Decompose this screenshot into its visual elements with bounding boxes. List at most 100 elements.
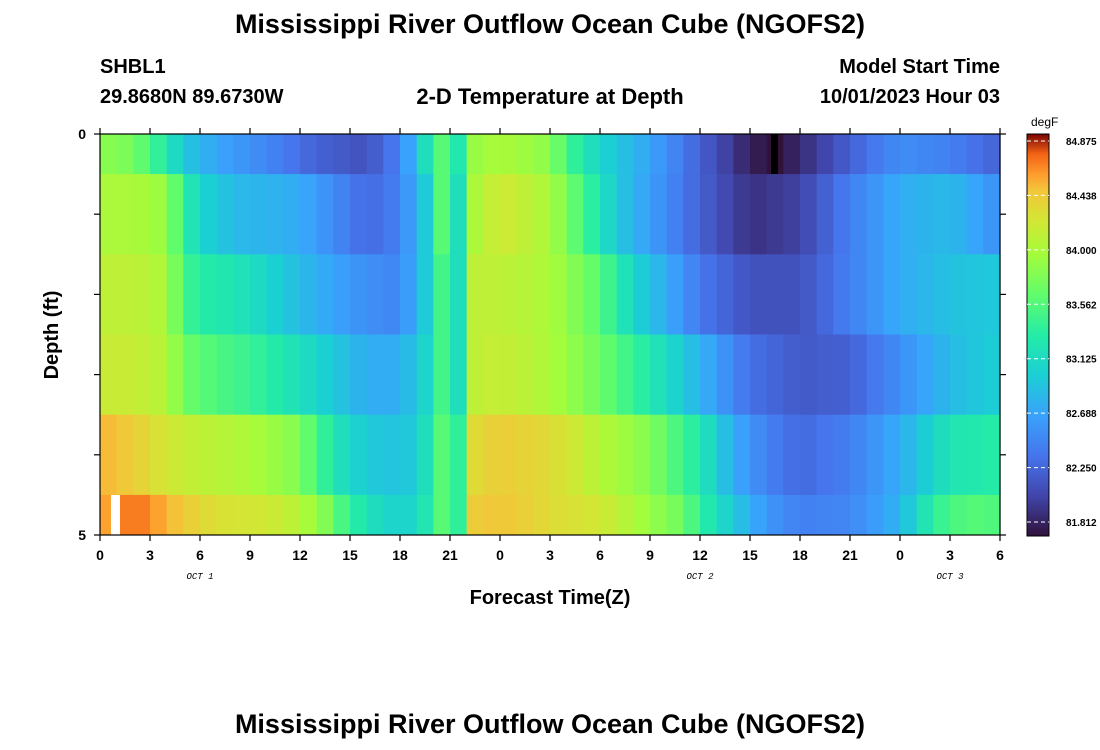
date-label: OCT 1: [186, 572, 213, 582]
heatmap-cell: [900, 414, 918, 496]
heatmap-cell: [900, 494, 918, 535]
heatmap-cell: [883, 254, 901, 335]
heatmap-cell: [116, 174, 134, 255]
heatmap-cell: [133, 494, 151, 535]
heatmap-cell: [566, 494, 584, 535]
heatmap-cell: [866, 414, 884, 496]
x-tick-label: 15: [742, 547, 758, 563]
heatmap-cell: [116, 414, 134, 496]
x-tick-label: 12: [292, 547, 308, 563]
heatmap-cell: [550, 414, 568, 496]
heatmap-cell: [750, 134, 768, 175]
heatmap-cell: [850, 414, 868, 496]
heatmap-cell: [200, 494, 218, 535]
heatmap-cell: [433, 134, 451, 175]
heatmap-cell: [600, 414, 618, 496]
y-axis-title: Depth (ft): [41, 291, 63, 380]
heatmap-cell: [933, 174, 951, 255]
heatmap-cell: [983, 414, 1001, 496]
heatmap-cell: [133, 254, 151, 335]
heatmap-cell: [366, 254, 384, 335]
heatmap-cell: [450, 334, 468, 416]
heatmap-cell: [766, 494, 784, 535]
heatmap-cell: [400, 254, 418, 335]
heatmap-cell: [433, 414, 451, 496]
heatmap-cell: [766, 174, 784, 255]
heatmap-cell: [900, 134, 918, 175]
colorbar-tick-label: 81.812: [1066, 518, 1097, 529]
heatmap-cell: [533, 134, 551, 175]
heatmap-cell: [716, 174, 734, 255]
heatmap-cell: [633, 254, 651, 335]
heatmap-cell: [516, 334, 534, 416]
heatmap-cell: [383, 334, 401, 416]
heatmap-cell: [450, 174, 468, 255]
heatmap-cell: [883, 134, 901, 175]
heatmap-cell: [900, 254, 918, 335]
heatmap-cell: [483, 334, 501, 416]
heatmap-cell: [366, 414, 384, 496]
heatmap-cell: [183, 414, 201, 496]
heatmap-cell: [600, 334, 618, 416]
heatmap-cell: [966, 414, 984, 496]
heatmap-cell: [933, 134, 951, 175]
heatmap-cell: [750, 254, 768, 335]
heatmap-cell: [483, 134, 501, 175]
heatmap-cell: [883, 174, 901, 255]
footer-title: Mississippi River Outflow Ocean Cube (NG…: [234, 709, 866, 739]
heatmap-cell: [283, 494, 301, 535]
heatmap-cell: [100, 414, 118, 496]
heatmap-cell: [733, 334, 751, 416]
heatmap-cell: [116, 134, 134, 175]
heatmap-cell: [950, 494, 968, 535]
heatmap-cell: [566, 254, 584, 335]
x-tick-label: 9: [646, 547, 654, 563]
heatmap-cell: [416, 254, 434, 335]
heatmap-cell: [633, 334, 651, 416]
heatmap-cell: [966, 174, 984, 255]
heatmap-cell: [616, 414, 634, 496]
heatmap-cell: [983, 254, 1001, 335]
x-tick-label: 21: [842, 547, 858, 563]
heatmap-cell: [150, 134, 168, 175]
x-tick-label: 6: [596, 547, 604, 563]
heatmap-cell: [283, 134, 301, 175]
heatmap-cell: [650, 134, 668, 175]
colorbar-tick-label: 83.125: [1066, 355, 1097, 366]
heatmap-cell: [916, 334, 934, 416]
heatmap-cell: [600, 494, 618, 535]
heatmap-cell: [783, 334, 801, 416]
heatmap-cell: [250, 254, 268, 335]
heatmap-cell: [583, 254, 601, 335]
heatmap-cell: [583, 334, 601, 416]
heatmap-cell: [250, 134, 268, 175]
heatmap-cell: [366, 334, 384, 416]
heatmap-cell: [683, 334, 701, 416]
heatmap-cell: [166, 134, 184, 175]
heatmap-cell: [466, 254, 484, 335]
heatmap-cell: [383, 414, 401, 496]
heatmap-cell: [416, 134, 434, 175]
x-tick-label: 12: [692, 547, 708, 563]
heatmap-cell: [750, 174, 768, 255]
heatmap-cell: [733, 134, 751, 175]
heatmap-cell: [250, 494, 268, 535]
heatmap-cell: [866, 174, 884, 255]
heatmap-cell: [566, 134, 584, 175]
heatmap-cell: [866, 134, 884, 175]
heatmap-cell: [466, 334, 484, 416]
station-id: SHBL1: [100, 56, 166, 78]
heatmap-cell: [150, 414, 168, 496]
heatmap-cell: [583, 494, 601, 535]
heatmap-cell: [516, 494, 534, 535]
heatmap-cell: [750, 494, 768, 535]
y-tick-label: 0: [78, 126, 86, 142]
x-tick-label: 15: [342, 547, 358, 563]
heatmap-cell: [850, 134, 868, 175]
x-axis-title: Forecast Time(Z): [470, 587, 631, 609]
heatmap-cell: [450, 134, 468, 175]
heatmap-cell: [566, 414, 584, 496]
heatmap-cell: [233, 334, 251, 416]
heatmap-cell: [333, 134, 351, 175]
colorbar-unit: degF: [1031, 115, 1058, 129]
